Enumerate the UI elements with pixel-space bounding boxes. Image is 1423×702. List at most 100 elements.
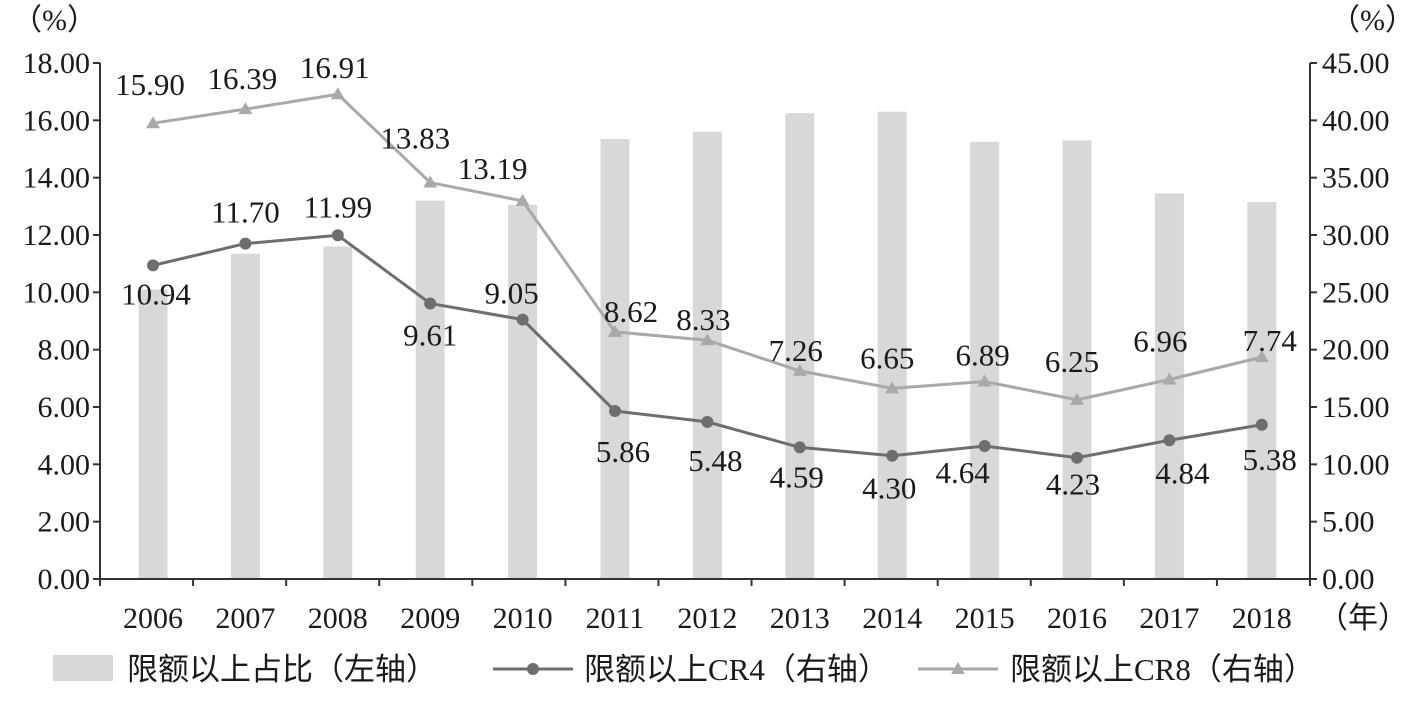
x-tick-label: 2007 (215, 602, 275, 635)
x-tick-label: 2011 (586, 602, 645, 635)
x-tick-label: 2009 (400, 602, 460, 635)
left-tick-label: 4.00 (38, 448, 91, 481)
cr8-point (423, 175, 438, 188)
cr8-point (330, 87, 345, 100)
cr4-point (793, 441, 806, 454)
legend-label-cr8: 限额以上CR8（右轴） (1010, 652, 1315, 687)
cr4-point (886, 449, 899, 462)
left-tick-label: 8.00 (38, 334, 91, 367)
x-tick-label: 2015 (955, 602, 1015, 635)
cr4-point (147, 259, 159, 272)
cr4-data-label: 4.23 (1046, 467, 1100, 502)
right-tick-label: 45.00 (1322, 47, 1390, 80)
left-tick-label: 6.00 (38, 391, 91, 424)
x-tick-label: 2012 (677, 602, 737, 635)
cr8-data-label: 6.25 (1045, 344, 1099, 379)
x-tick-label: 2016 (1047, 602, 1107, 635)
bar (230, 253, 260, 579)
legend-label-cr4: 限额以上CR4（右轴） (584, 652, 889, 687)
left-tick-label: 2.00 (38, 506, 91, 539)
cr4-data-label: 5.48 (688, 443, 742, 478)
left-axis-unit: （%） (12, 4, 97, 37)
right-tick-label: 30.00 (1322, 219, 1390, 252)
cr4-point (239, 237, 252, 250)
cr4-point (1255, 418, 1268, 431)
cr8-data-label: 6.96 (1133, 323, 1187, 358)
cr4-point (516, 313, 529, 326)
cr8-point (885, 381, 900, 394)
cr4-point (701, 415, 714, 428)
left-tick-label: 10.00 (23, 276, 91, 309)
left-tick-label: 18.00 (23, 47, 91, 80)
cr8-point (700, 333, 715, 346)
x-tick-label: 2013 (770, 602, 830, 635)
cr8-data-label: 13.19 (458, 151, 528, 186)
left-tick-label: 0.00 (38, 563, 91, 596)
cr4-data-label: 5.86 (596, 434, 650, 469)
cr4-point (978, 439, 991, 452)
x-tick-label: 2017 (1139, 602, 1199, 635)
right-tick-label: 25.00 (1322, 276, 1390, 309)
cr8-data-label: 7.26 (769, 333, 823, 368)
cr8-data-label: 16.39 (208, 61, 278, 96)
bar (1247, 202, 1277, 580)
cr4-data-label: 5.38 (1243, 442, 1297, 477)
cr4-data-label: 4.30 (862, 471, 916, 506)
cr4-data-label: 4.64 (935, 455, 990, 490)
cr4-data-label: 11.99 (303, 189, 372, 224)
right-tick-label: 5.00 (1322, 506, 1375, 539)
right-tick-label: 35.00 (1322, 162, 1390, 195)
cr8-data-label: 8.33 (676, 302, 730, 337)
cr4-data-label: 9.61 (403, 318, 457, 353)
bar (877, 111, 907, 579)
x-tick-label: 2006 (123, 602, 183, 635)
cr4-point (1163, 434, 1176, 447)
cr4-data-label: 4.59 (770, 459, 824, 494)
right-tick-label: 15.00 (1322, 391, 1390, 424)
x-tick-label: 2018 (1232, 602, 1292, 635)
cr8-point (608, 324, 622, 337)
legend-label-bar: 限额以上占比（左轴） (127, 652, 437, 687)
bar (1154, 193, 1184, 579)
bar (692, 131, 722, 580)
cr4-point (424, 297, 437, 310)
cr4-point (609, 405, 621, 418)
cr4-point (1071, 451, 1083, 464)
cr8-data-label: 6.89 (955, 337, 1009, 372)
right-tick-label: 40.00 (1322, 104, 1390, 137)
cr8-point (146, 116, 160, 129)
cr8-data-label: 6.65 (860, 340, 914, 375)
bar (1062, 140, 1092, 579)
cr8-point (1254, 350, 1269, 363)
x-tick-label: 2010 (493, 602, 553, 635)
left-tick-label: 12.00 (23, 219, 91, 252)
cr8-point (977, 374, 992, 387)
cr4-data-label: 11.70 (211, 195, 280, 230)
cr8-point (238, 102, 253, 115)
cr4-data-label: 4.84 (1155, 455, 1210, 490)
x-tick-label: 2008 (308, 602, 368, 635)
legend-marker-cr8 (951, 662, 965, 674)
cr8-data-label: 7.74 (1243, 323, 1298, 358)
cr8-point (1162, 372, 1177, 385)
cr8-point (792, 363, 807, 376)
cr8-point (515, 193, 530, 206)
bar (138, 289, 168, 579)
cr8-data-label: 16.91 (300, 50, 370, 85)
bar (508, 204, 538, 579)
bar (970, 141, 1000, 580)
right-tick-label: 10.00 (1322, 448, 1390, 481)
bar (415, 200, 445, 579)
right-tick-label: 0.00 (1322, 563, 1375, 596)
cr4-point (331, 229, 344, 242)
legend-marker-cr4 (527, 663, 539, 675)
right-axis-unit: （%） (1330, 4, 1415, 37)
x-tick-label: 2014 (862, 602, 922, 635)
cr8-data-label: 8.62 (604, 294, 658, 329)
x-axis-unit: （年） (1318, 602, 1408, 635)
cr8-data-label: 13.83 (380, 121, 450, 156)
bar (785, 113, 815, 580)
bar (323, 246, 353, 579)
